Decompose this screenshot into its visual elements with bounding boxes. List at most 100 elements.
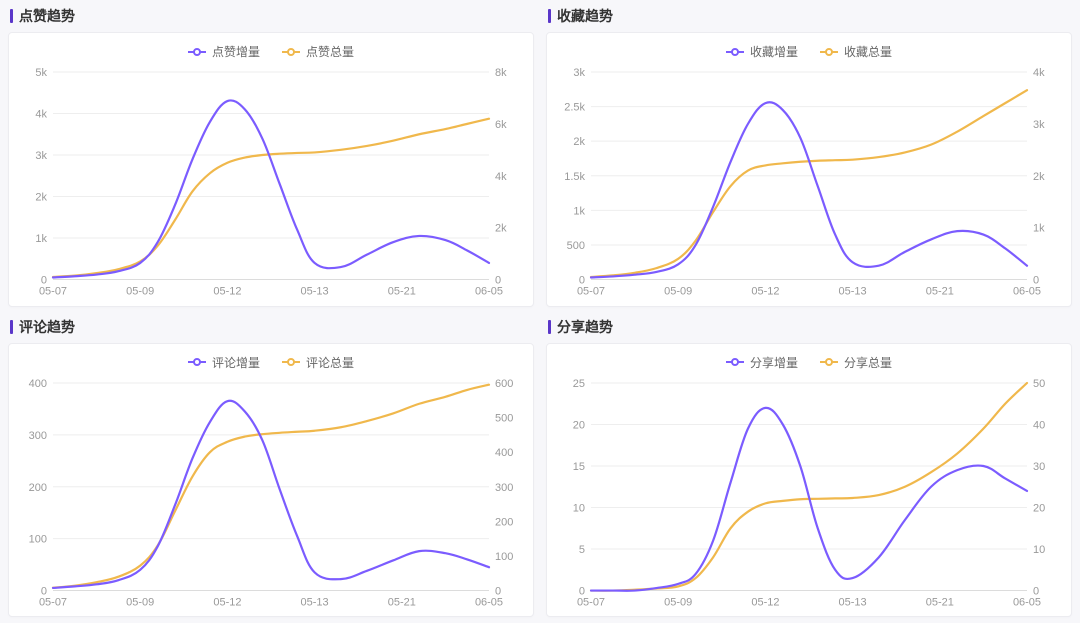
series-total	[53, 384, 489, 587]
legend-item[interactable]: 收藏增量	[726, 43, 798, 60]
legend-item[interactable]: 分享总量	[820, 354, 892, 371]
legend-label: 评论增量	[212, 354, 260, 371]
x-axis-label: 05-21	[926, 596, 954, 608]
y-axis-left-label: 300	[29, 429, 47, 441]
x-axis-label: 05-09	[126, 286, 154, 298]
panel-title-text: 点赞趋势	[19, 6, 75, 26]
x-axis-label: 05-13	[301, 596, 329, 608]
legend-swatch	[282, 357, 300, 367]
panel-favorites: 收藏趋势收藏增量收藏总量05001k1.5k2k2.5k3k01k2k3k4k0…	[546, 6, 1072, 307]
series-total	[591, 382, 1027, 590]
y-axis-right-label: 50	[1033, 377, 1045, 389]
y-axis-left-label: 4k	[35, 109, 47, 121]
legend-item[interactable]: 分享增量	[726, 354, 798, 371]
title-accent-bar	[10, 9, 13, 23]
x-axis-label: 05-07	[577, 596, 605, 608]
x-axis-label: 05-21	[388, 596, 416, 608]
y-axis-right-label: 8k	[495, 67, 507, 79]
legend-item[interactable]: 评论增量	[188, 354, 260, 371]
x-axis-label: 05-13	[301, 286, 329, 298]
y-axis-left-label: 1k	[35, 233, 47, 245]
y-axis-left-label: 5	[579, 544, 585, 556]
title-accent-bar	[548, 9, 551, 23]
panel-shares: 分享趋势分享增量分享总量05101520250102030405005-0705…	[546, 317, 1072, 618]
y-axis-right-label: 6k	[495, 119, 507, 131]
legend-item[interactable]: 点赞增量	[188, 43, 260, 60]
x-axis-label: 05-13	[839, 286, 867, 298]
x-axis-label: 05-12	[751, 596, 779, 608]
x-axis-label: 06-05	[1013, 596, 1041, 608]
panel-title: 收藏趋势	[546, 6, 1072, 32]
y-axis-left-label: 25	[573, 377, 585, 389]
x-axis-label: 05-12	[751, 286, 779, 298]
y-axis-right-label: 400	[495, 447, 513, 459]
y-axis-right-label: 600	[495, 377, 513, 389]
legend-item[interactable]: 评论总量	[282, 354, 354, 371]
chart-area: 0100200300400010020030040050060005-0705-…	[15, 377, 527, 613]
y-axis-right-label: 20	[1033, 502, 1045, 514]
legend-swatch	[820, 47, 838, 57]
y-axis-left-label: 2k	[573, 136, 585, 148]
x-axis-label: 05-12	[213, 596, 241, 608]
y-axis-left-label: 3k	[35, 150, 47, 162]
chart-card: 点赞增量点赞总量01k2k3k4k5k02k4k6k8k05-0705-0905…	[8, 32, 534, 307]
y-axis-left-label: 5k	[35, 67, 47, 79]
y-axis-right-label: 1k	[1033, 223, 1045, 235]
y-axis-right-label: 4k	[1033, 67, 1045, 79]
y-axis-left-label: 2k	[35, 192, 47, 204]
legend-swatch	[188, 47, 206, 57]
chart-area: 05101520250102030405005-0705-0905-1205-1…	[553, 377, 1065, 613]
y-axis-right-label: 3k	[1033, 119, 1045, 131]
series-increment	[591, 407, 1027, 590]
legend-swatch	[726, 357, 744, 367]
y-axis-right-label: 2k	[495, 223, 507, 235]
series-total	[53, 119, 489, 277]
panel-likes: 点赞趋势点赞增量点赞总量01k2k3k4k5k02k4k6k8k05-0705-…	[8, 6, 534, 307]
legend: 评论增量 评论总量	[15, 352, 527, 377]
x-axis-label: 06-05	[1013, 286, 1041, 298]
legend-label: 收藏增量	[750, 43, 798, 60]
legend-swatch	[282, 47, 300, 57]
x-axis-label: 05-21	[926, 286, 954, 298]
x-axis-label: 06-05	[475, 286, 503, 298]
x-axis-label: 05-09	[664, 286, 692, 298]
y-axis-left-label: 400	[29, 377, 47, 389]
panel-comments: 评论趋势评论增量评论总量0100200300400010020030040050…	[8, 317, 534, 618]
y-axis-right-label: 200	[495, 516, 513, 528]
title-accent-bar	[10, 320, 13, 334]
x-axis-label: 05-07	[39, 286, 67, 298]
panel-title: 点赞趋势	[8, 6, 534, 32]
legend: 分享增量 分享总量	[553, 352, 1065, 377]
legend-item[interactable]: 点赞总量	[282, 43, 354, 60]
y-axis-left-label: 20	[573, 419, 585, 431]
series-increment	[53, 400, 489, 587]
title-accent-bar	[548, 320, 551, 334]
legend-swatch	[188, 357, 206, 367]
y-axis-right-label: 2k	[1033, 171, 1045, 183]
chart-card: 评论增量评论总量01002003004000100200300400500600…	[8, 343, 534, 618]
x-axis-label: 05-07	[39, 596, 67, 608]
y-axis-left-label: 200	[29, 481, 47, 493]
y-axis-left-label: 15	[573, 461, 585, 473]
legend-label: 点赞增量	[212, 43, 260, 60]
panel-title-text: 分享趋势	[557, 317, 613, 337]
legend: 点赞增量 点赞总量	[15, 41, 527, 66]
legend-label: 收藏总量	[844, 43, 892, 60]
legend-swatch	[726, 47, 744, 57]
panel-title-text: 评论趋势	[19, 317, 75, 337]
panel-title: 分享趋势	[546, 317, 1072, 343]
legend-swatch	[820, 357, 838, 367]
x-axis-label: 05-07	[577, 286, 605, 298]
chart-area: 05001k1.5k2k2.5k3k01k2k3k4k05-0705-0905-…	[553, 66, 1065, 302]
x-axis-label: 05-13	[839, 596, 867, 608]
y-axis-left-label: 500	[567, 240, 585, 252]
panel-title: 评论趋势	[8, 317, 534, 343]
legend-label: 点赞总量	[306, 43, 354, 60]
legend-label: 评论总量	[306, 354, 354, 371]
y-axis-left-label: 3k	[573, 67, 585, 79]
legend-label: 分享总量	[844, 354, 892, 371]
y-axis-right-label: 30	[1033, 461, 1045, 473]
y-axis-left-label: 1.5k	[564, 171, 585, 183]
legend-item[interactable]: 收藏总量	[820, 43, 892, 60]
chart-area: 01k2k3k4k5k02k4k6k8k05-0705-0905-1205-13…	[15, 66, 527, 302]
